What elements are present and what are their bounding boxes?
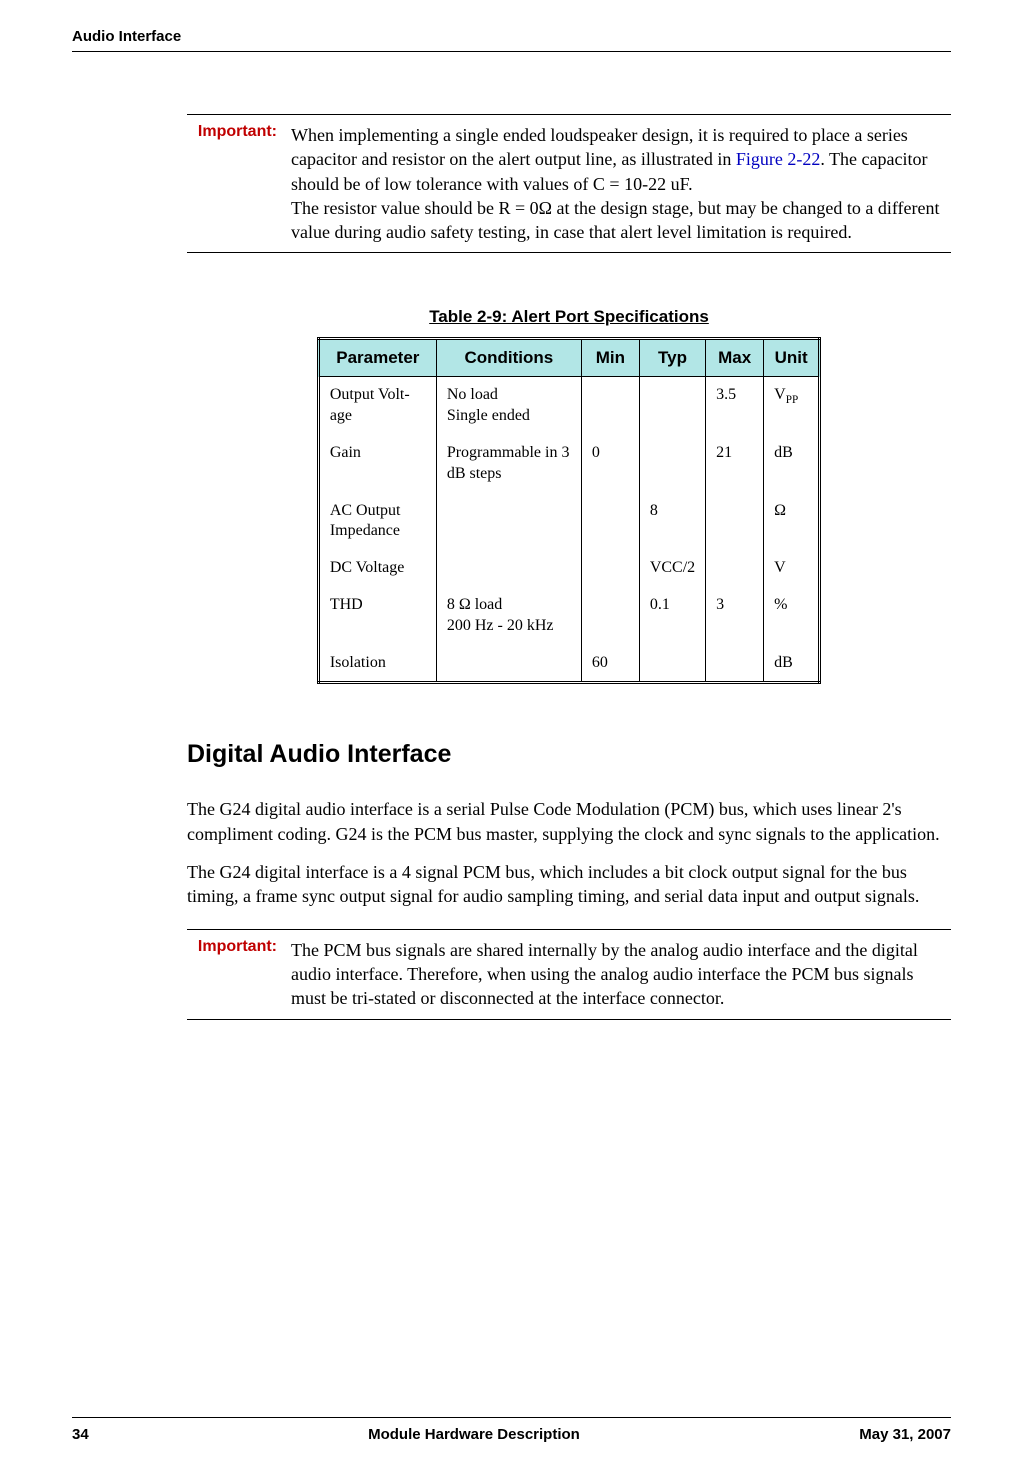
table-row: THD8 Ω load200 Hz - 20 kHz 0.13% xyxy=(318,587,819,645)
important-text: The PCM bus signals are shared internall… xyxy=(291,938,951,1011)
table-cell-min xyxy=(581,587,639,645)
table-cell-parameter: Gain xyxy=(318,435,436,493)
table-cell-min: 60 xyxy=(581,645,639,683)
table-cell-max: 21 xyxy=(706,435,764,493)
content-area: Important: When implementing a single en… xyxy=(72,52,951,1020)
table-cell-typ: 8 xyxy=(639,493,705,551)
important-note-1: Important: When implementing a single en… xyxy=(187,114,951,253)
th-max: Max xyxy=(706,339,764,377)
table-cell-unit: dB xyxy=(764,645,820,683)
th-conditions: Conditions xyxy=(436,339,581,377)
table-cell-unit: dB xyxy=(764,435,820,493)
page-footer: 34 Module Hardware Description May 31, 2… xyxy=(72,1417,951,1443)
table-cell-conditions xyxy=(436,645,581,683)
table-row: GainProgrammable in 3 dB steps0 21dB xyxy=(318,435,819,493)
table-cell-max: 3 xyxy=(706,587,764,645)
alert-port-spec-table: Parameter Conditions Min Typ Max Unit Ou… xyxy=(317,337,821,684)
table-cell-min xyxy=(581,377,639,435)
table-cell-typ xyxy=(639,435,705,493)
table-cell-typ: 0.1 xyxy=(639,587,705,645)
table-cell-parameter: DC Voltage xyxy=(318,550,436,587)
table-cell-typ xyxy=(639,645,705,683)
table-cell-parameter: Isolation xyxy=(318,645,436,683)
table-cell-max xyxy=(706,645,764,683)
important-label: Important: xyxy=(187,123,277,244)
figure-reference-link[interactable]: Figure 2-22 xyxy=(736,149,821,169)
footer-page-number: 34 xyxy=(72,1426,89,1443)
table-header-row: Parameter Conditions Min Typ Max Unit xyxy=(318,339,819,377)
important-text-part3: The resistor value should be R = 0Ω at t… xyxy=(291,198,940,242)
table-cell-min xyxy=(581,493,639,551)
table-cell-unit: V xyxy=(764,550,820,587)
section-heading-digital-audio: Digital Audio Interface xyxy=(187,740,951,769)
th-parameter: Parameter xyxy=(318,339,436,377)
table-wrapper: Parameter Conditions Min Typ Max Unit Ou… xyxy=(187,337,951,684)
th-min: Min xyxy=(581,339,639,377)
footer-center-text: Module Hardware Description xyxy=(368,1426,580,1443)
table-cell-conditions: Programmable in 3 dB steps xyxy=(436,435,581,493)
table-cell-parameter: THD xyxy=(318,587,436,645)
table-cell-conditions xyxy=(436,550,581,587)
important-label: Important: xyxy=(187,938,277,1011)
table-row: DC Voltage VCC/2 V xyxy=(318,550,819,587)
body-paragraph-2: The G24 digital interface is a 4 signal … xyxy=(187,860,951,909)
table-cell-max xyxy=(706,550,764,587)
table-cell-parameter: Output Volt-age xyxy=(318,377,436,435)
important-note-2: Important: The PCM bus signals are share… xyxy=(187,929,951,1020)
th-typ: Typ xyxy=(639,339,705,377)
table-cell-unit: % xyxy=(764,587,820,645)
table-cell-min: 0 xyxy=(581,435,639,493)
table-cell-typ: VCC/2 xyxy=(639,550,705,587)
table-cell-parameter: AC Output Impedance xyxy=(318,493,436,551)
table-row: Isolation 60 dB xyxy=(318,645,819,683)
table-cell-unit: VPP xyxy=(764,377,820,435)
table-cell-conditions: No loadSingle ended xyxy=(436,377,581,435)
th-unit: Unit xyxy=(764,339,820,377)
footer-date: May 31, 2007 xyxy=(859,1426,951,1443)
table-cell-conditions xyxy=(436,493,581,551)
table-row: AC Output Impedance 8 Ω xyxy=(318,493,819,551)
table-cell-max xyxy=(706,493,764,551)
table-cell-conditions: 8 Ω load200 Hz - 20 kHz xyxy=(436,587,581,645)
body-paragraph-1: The G24 digital audio interface is a ser… xyxy=(187,797,951,846)
table-cell-typ xyxy=(639,377,705,435)
important-text: When implementing a single ended loudspe… xyxy=(291,123,951,244)
table-title: Table 2-9: Alert Port Specifications xyxy=(187,307,951,327)
table-cell-min xyxy=(581,550,639,587)
table-cell-max: 3.5 xyxy=(706,377,764,435)
table-row: Output Volt-ageNo loadSingle ended 3.5VPP xyxy=(318,377,819,435)
page-header: Audio Interface xyxy=(72,28,951,52)
table-cell-unit: Ω xyxy=(764,493,820,551)
